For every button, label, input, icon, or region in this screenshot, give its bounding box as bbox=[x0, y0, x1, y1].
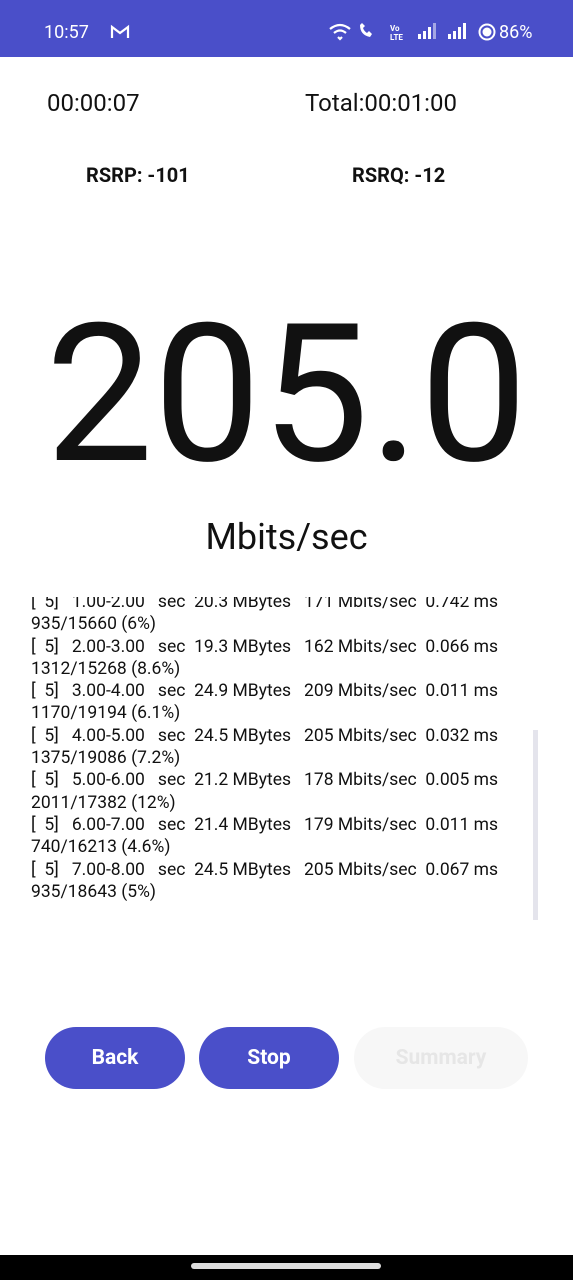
log-lines: [ 5] 1.00-2.00 sec 20.3 MBytes 171 Mbits… bbox=[31, 597, 498, 903]
rsrq: RSRQ: -12 bbox=[352, 163, 446, 187]
rsrp: RSRP: -101 bbox=[86, 163, 190, 187]
scrollbar bbox=[533, 730, 538, 920]
log-line: 935/18643 (5%) bbox=[31, 881, 156, 902]
log-line: 1312/15268 (8.6%) bbox=[31, 658, 181, 679]
log-line: [ 5] 1.00-2.00 sec 20.3 MBytes 171 Mbits… bbox=[31, 597, 499, 612]
speed-unit: Mbits/sec bbox=[205, 516, 368, 558]
stop-button[interactable]: Stop bbox=[199, 1027, 339, 1089]
summary-button: Summary bbox=[354, 1027, 528, 1089]
home-indicator[interactable] bbox=[191, 1263, 381, 1269]
battery-icon bbox=[478, 23, 496, 41]
back-button[interactable]: Back bbox=[45, 1027, 185, 1089]
status-bar: 10:57 Vo LTE 86% bbox=[0, 0, 573, 57]
log-line: [ 5] 7.00-8.00 sec 24.5 MBytes 205 Mbits… bbox=[31, 859, 499, 880]
log-line: 935/15660 (6%) bbox=[31, 614, 156, 635]
log-line: [ 5] 5.00-6.00 sec 21.2 MBytes 178 Mbits… bbox=[31, 770, 499, 791]
elapsed-time: 00:00:07 bbox=[47, 89, 140, 117]
log-view[interactable]: [ 5] 1.00-2.00 sec 20.3 MBytes 171 Mbits… bbox=[31, 597, 546, 919]
gmail-icon bbox=[110, 24, 130, 38]
log-line: 2011/17382 (12%) bbox=[31, 792, 176, 813]
speed-value: 205.0 bbox=[45, 282, 528, 507]
log-line: 1170/19194 (6.1%) bbox=[31, 703, 181, 724]
svg-text:LTE: LTE bbox=[390, 33, 403, 42]
svg-text:Vo: Vo bbox=[390, 24, 400, 33]
log-line: 740/16213 (4.6%) bbox=[31, 837, 171, 858]
battery-level: 86% bbox=[499, 22, 533, 43]
total-time: Total:00:01:00 bbox=[305, 89, 457, 117]
status-time: 10:57 bbox=[44, 22, 89, 43]
log-line: [ 5] 3.00-4.00 sec 24.9 MBytes 209 Mbits… bbox=[31, 681, 499, 702]
log-line: [ 5] 4.00-5.00 sec 24.5 MBytes 205 Mbits… bbox=[31, 725, 499, 746]
log-line: 1375/19086 (7.2%) bbox=[31, 748, 181, 769]
log-line: [ 5] 6.00-7.00 sec 21.4 MBytes 179 Mbits… bbox=[31, 814, 499, 835]
log-line: [ 5] 2.00-3.00 sec 19.3 MBytes 162 Mbits… bbox=[31, 636, 499, 657]
